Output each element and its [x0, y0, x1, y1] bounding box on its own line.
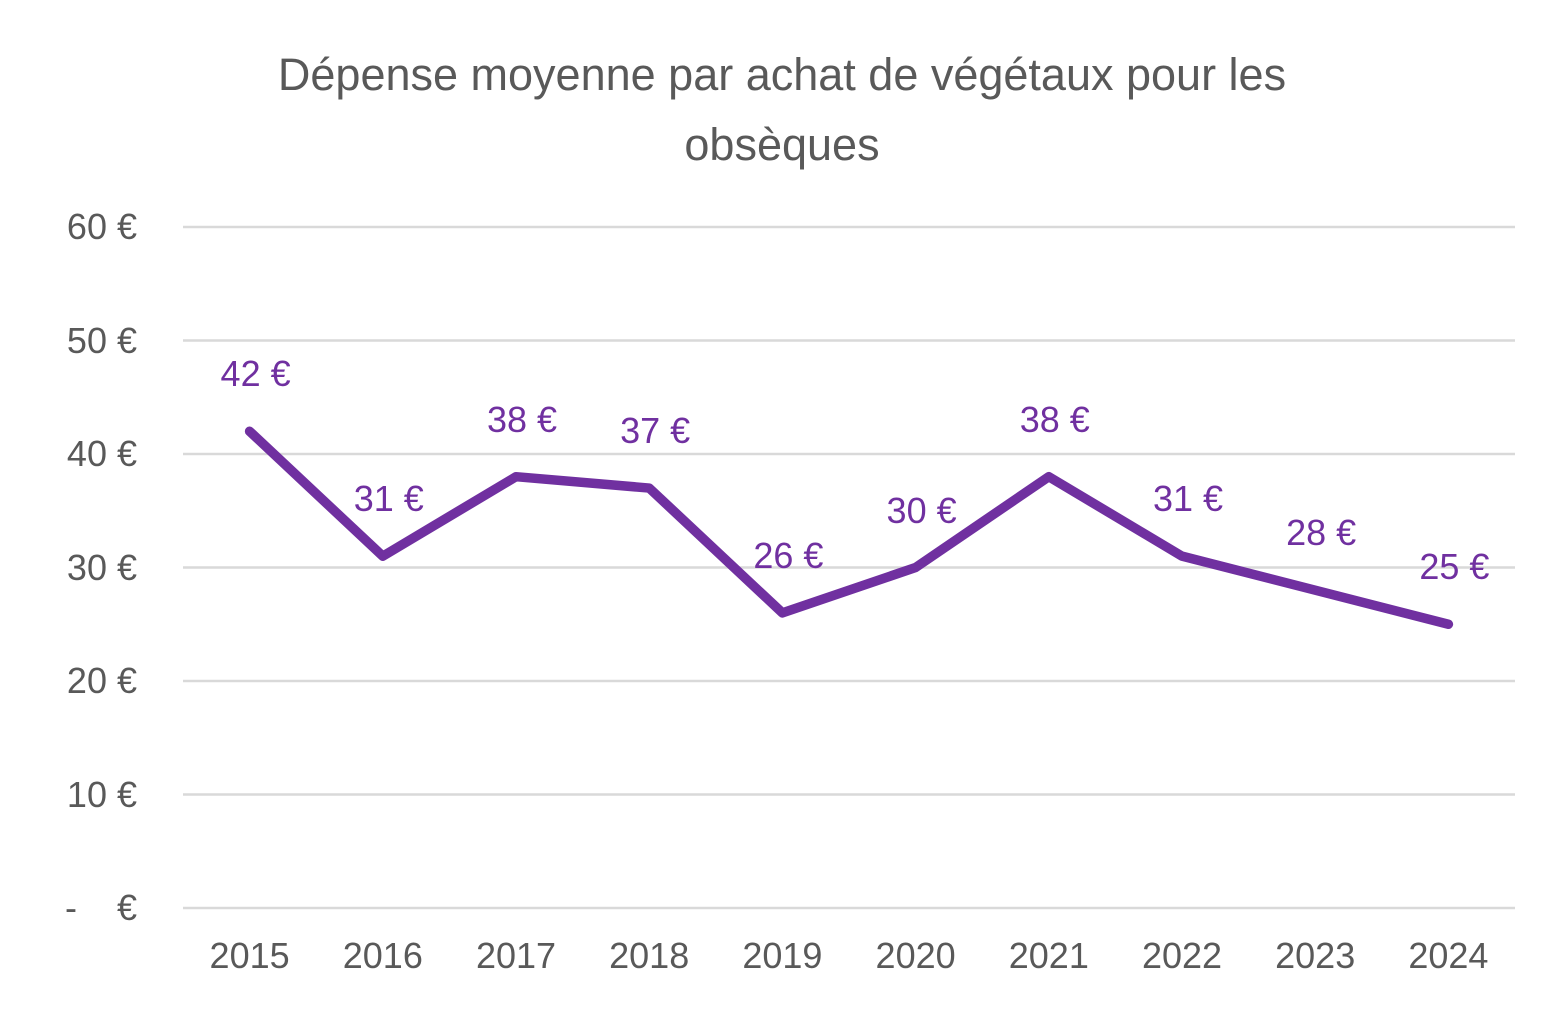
y-tick-label: 20 €: [66, 660, 137, 701]
y-tick-label: 60 €: [66, 206, 137, 247]
y-tick-label: 30 €: [66, 546, 137, 588]
data-point-label: 31 €: [1152, 478, 1224, 520]
data-point-label: 30 €: [886, 489, 957, 531]
line-series: [244, 426, 1454, 629]
chart-title: Dépense moyenne par achat de végétaux po…: [277, 49, 1287, 170]
data-point-label: 42 €: [220, 353, 291, 395]
x-tick-label: 2020: [875, 935, 956, 976]
data-point-label: 38 €: [1019, 398, 1090, 440]
data-point-label: 31 €: [353, 478, 424, 520]
x-tick-label: 2017: [475, 935, 557, 976]
y-tick-label: 40 €: [66, 433, 137, 474]
x-tick-label: 2024: [1408, 935, 1489, 976]
y-tick-label: - €: [64, 887, 137, 928]
y-tick-label: 50 €: [66, 319, 137, 361]
data-point-label: 38 €: [486, 398, 558, 440]
x-tick-label: 2021: [1008, 935, 1089, 976]
x-tick-label: 2015: [209, 935, 290, 976]
data-point-label: 28 €: [1286, 512, 1357, 554]
data-point-label: 25 €: [1419, 546, 1490, 588]
x-tick-label: 2018: [609, 935, 690, 976]
x-tick-label: 2022: [1141, 935, 1223, 976]
data-point-label: 37 €: [620, 410, 691, 452]
x-tick-label: 2016: [342, 935, 423, 976]
x-tick-label: 2023: [1275, 935, 1356, 976]
x-tick-label: 2019: [742, 935, 823, 976]
data-point-label: 26 €: [753, 534, 824, 576]
y-tick-label: 10 €: [66, 773, 137, 815]
